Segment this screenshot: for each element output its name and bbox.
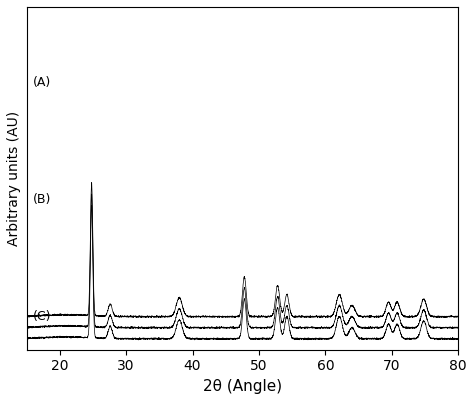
X-axis label: 2θ (Angle): 2θ (Angle) xyxy=(203,379,282,394)
Text: (A): (A) xyxy=(33,76,51,89)
Y-axis label: Arbitrary units (AU): Arbitrary units (AU) xyxy=(7,111,21,246)
Text: (C): (C) xyxy=(33,310,52,323)
Text: (B): (B) xyxy=(33,193,52,206)
